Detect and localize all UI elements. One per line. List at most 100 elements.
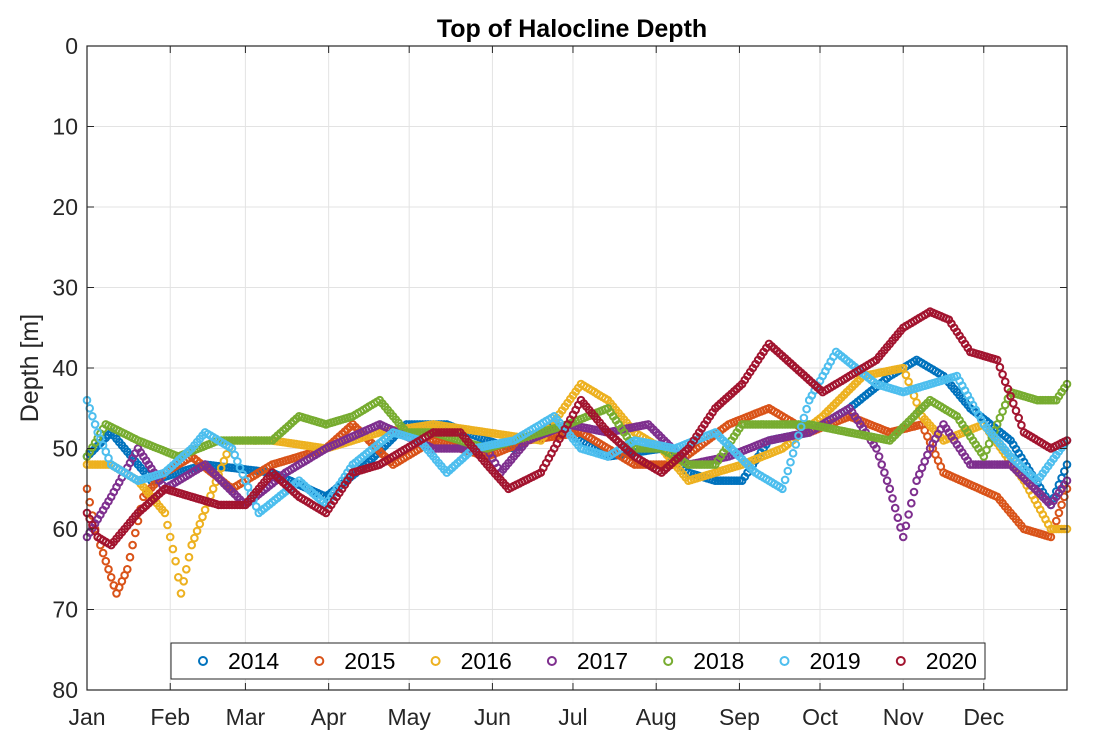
- data-point: [1000, 377, 1010, 387]
- data-point: [182, 565, 191, 574]
- data-point: [912, 398, 921, 407]
- data-point: [888, 494, 897, 503]
- data-point: [995, 362, 1005, 372]
- legend-box: [170, 642, 986, 680]
- data-point: [200, 505, 210, 515]
- x-tick-label: Aug: [636, 704, 677, 730]
- data-point: [168, 544, 178, 554]
- series-2020: [82, 307, 1072, 550]
- data-point: [1014, 413, 1024, 423]
- data-point: [909, 487, 919, 497]
- legend-label: 2017: [577, 648, 628, 674]
- data-point: [998, 370, 1007, 379]
- x-tick-label: May: [387, 704, 431, 730]
- x-tick-label: Jun: [474, 704, 511, 730]
- legend-label: 2020: [926, 648, 977, 674]
- data-point: [131, 528, 140, 538]
- data-point: [192, 526, 202, 536]
- data-point: [1006, 391, 1015, 401]
- data-point: [791, 440, 801, 449]
- data-point: [786, 457, 795, 467]
- data-point: [802, 404, 811, 414]
- x-tick-label: Jan: [68, 704, 105, 730]
- data-point: [128, 540, 137, 550]
- legend-marker: [895, 656, 906, 666]
- legend-label: 2019: [810, 648, 861, 674]
- data-point: [907, 498, 916, 508]
- x-tick-label: Feb: [150, 704, 190, 730]
- data-point: [85, 497, 94, 507]
- data-point: [88, 412, 97, 421]
- data-point: [85, 404, 94, 413]
- data-point: [780, 475, 790, 485]
- x-tick-label: Sep: [719, 704, 760, 730]
- data-point: [904, 510, 913, 519]
- y-tick-label: 40: [52, 355, 78, 381]
- x-axis: Jan Feb Mar Apr May Jun Jul Aug Sep Oct Nov Dec: [68, 46, 1004, 730]
- data-point: [885, 484, 895, 494]
- y-axis: 0 10 20 30 40 50 60 70 80: [52, 33, 1067, 703]
- data-point: [123, 565, 132, 574]
- data-point: [904, 377, 913, 387]
- data-point: [1052, 516, 1061, 526]
- data-point: [171, 556, 180, 566]
- legend-marker: [779, 656, 790, 666]
- data-point: [90, 420, 100, 429]
- chart-title: Top of Halocline Depth: [437, 15, 707, 43]
- data-point: [219, 456, 229, 466]
- data-points: [82, 307, 1072, 598]
- data-point: [1057, 500, 1066, 510]
- data-point: [195, 519, 205, 529]
- data-point: [125, 552, 135, 562]
- data-point: [880, 468, 889, 477]
- y-tick-label: 50: [52, 436, 78, 462]
- data-point: [208, 484, 218, 494]
- data-point: [901, 521, 911, 531]
- data-point: [877, 460, 887, 469]
- y-tick-label: 70: [52, 597, 78, 623]
- data-point: [1017, 420, 1026, 430]
- legend-marker: [198, 656, 208, 666]
- data-point: [901, 370, 911, 380]
- legend-marker: [314, 656, 325, 666]
- data-point: [1011, 406, 1021, 416]
- data-point: [98, 548, 108, 558]
- data-point: [184, 552, 194, 562]
- data-point: [872, 444, 881, 453]
- y-axis-label: Depth [m]: [16, 314, 44, 422]
- data-point: [893, 513, 903, 523]
- legend-marker: [546, 656, 557, 666]
- y-tick-label: 60: [52, 516, 78, 542]
- data-point: [874, 452, 884, 461]
- data-point: [101, 556, 111, 566]
- data-point: [783, 466, 793, 476]
- data-point: [898, 363, 908, 373]
- data-point: [163, 520, 172, 530]
- data-point: [1009, 399, 1018, 408]
- data-point: [198, 512, 207, 522]
- data-point: [794, 431, 803, 440]
- y-tick-label: 0: [65, 33, 78, 59]
- data-point: [1054, 508, 1064, 518]
- data-point: [882, 476, 892, 486]
- y-tick-label: 80: [52, 677, 78, 703]
- data-point: [992, 355, 1002, 365]
- y-tick-label: 10: [52, 114, 78, 140]
- legend-marker: [430, 656, 441, 666]
- x-tick-label: Apr: [311, 704, 347, 730]
- legend: 2014 2015 2016 2017 2018 2019 2020: [170, 642, 986, 680]
- legend-label: 2018: [693, 648, 744, 674]
- data-point: [216, 463, 226, 473]
- data-point: [898, 532, 908, 542]
- data-point: [1046, 532, 1056, 542]
- y-tick-label: 30: [52, 275, 78, 301]
- legend-label: 2016: [461, 648, 512, 674]
- x-tick-label: Jul: [558, 704, 587, 730]
- y-tick-label: 20: [52, 194, 78, 220]
- x-tick-label: Oct: [802, 704, 838, 730]
- data-point: [788, 449, 798, 458]
- data-point: [890, 503, 900, 513]
- data-point: [778, 484, 787, 494]
- data-point: [106, 573, 116, 582]
- data-point: [222, 450, 231, 459]
